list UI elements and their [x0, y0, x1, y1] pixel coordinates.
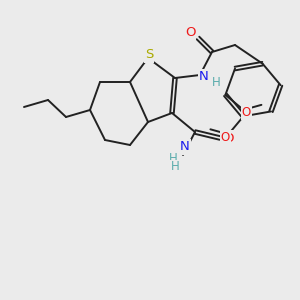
Text: N: N [180, 140, 190, 154]
Text: H: H [169, 152, 177, 164]
Text: H: H [212, 76, 220, 89]
Text: N: N [199, 70, 209, 83]
Text: S: S [145, 49, 153, 62]
Text: O: O [221, 131, 230, 144]
Text: O: O [242, 106, 251, 119]
Text: H: H [171, 160, 179, 173]
Text: O: O [223, 131, 233, 145]
Text: O: O [185, 26, 195, 40]
